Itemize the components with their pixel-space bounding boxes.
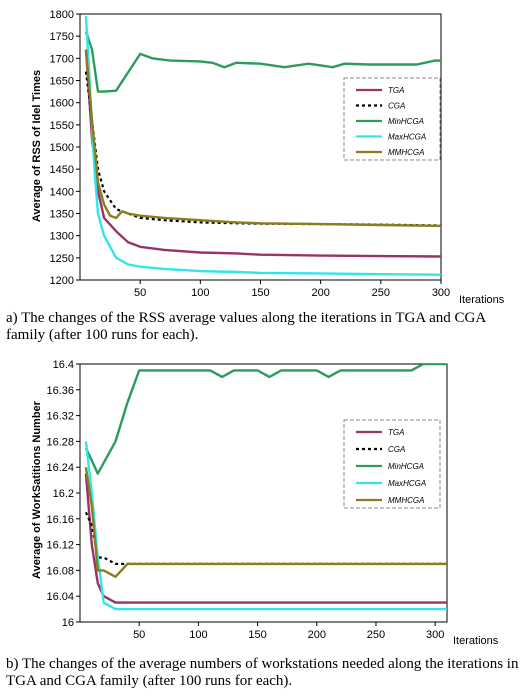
legend-label: CGA bbox=[388, 445, 405, 454]
legend-label: MinHCGA bbox=[388, 117, 424, 126]
plot-area: 1200 1250 1300 1350 1400 1450 1500 1550 1600 1650… bbox=[50, 9, 451, 299]
y-tick-label: 1400 bbox=[50, 186, 74, 198]
legend-label: MMHCGA bbox=[388, 148, 424, 157]
caption-chart-b: b) The changes of the average numbers of… bbox=[6, 656, 519, 689]
legend: TGA CGA MinHCGA MaxHCGA MMHCGA bbox=[343, 77, 441, 161]
y-tick-label: 1550 bbox=[50, 120, 74, 132]
x-tick-label: 150 bbox=[248, 629, 266, 641]
chart-workstations-number: 16 16.04 16.08 16.12 16.16 16.2 16.24 16.28 16.3… bbox=[31, 359, 499, 647]
y-tick-label: 1300 bbox=[50, 231, 74, 243]
y-axis-label: Average of RSS of Idel Times bbox=[31, 70, 43, 222]
y-tick-label: 16.08 bbox=[46, 565, 74, 577]
y-tick-label: 16.32 bbox=[46, 411, 74, 423]
legend-box bbox=[343, 77, 441, 161]
y-tick-label: 16.36 bbox=[46, 385, 74, 397]
series-line-cga bbox=[84, 71, 441, 227]
x-tick-label: 50 bbox=[134, 287, 146, 299]
x-axis-label: Iterations bbox=[453, 635, 499, 647]
y-tick-label: 1800 bbox=[50, 9, 74, 21]
y-tick-label: 16.16 bbox=[46, 514, 74, 526]
x-axis-label: Iterations bbox=[459, 294, 505, 306]
y-tick-label: 16.28 bbox=[46, 436, 74, 448]
x-tick-label: 250 bbox=[372, 287, 390, 299]
x-tick-label: 100 bbox=[189, 629, 207, 641]
series-line-cga bbox=[84, 511, 447, 565]
y-tick-label: 16.2 bbox=[53, 488, 74, 500]
y-tick-label: 1650 bbox=[50, 76, 74, 88]
x-tick-label: 300 bbox=[426, 629, 444, 641]
y-tick-label: 1500 bbox=[50, 142, 74, 154]
legend: TGA CGA MinHCGA MaxHCGA MMHCGA bbox=[343, 419, 441, 509]
series-line-maxhcga bbox=[84, 16, 441, 276]
chart-rss-idle-times: 1200 1250 1300 1350 1400 1450 1500 1550 1600 1650… bbox=[31, 9, 505, 306]
y-axis-label: Average of WorkSatitions Number bbox=[31, 400, 43, 579]
y-tick-label: 1450 bbox=[50, 164, 74, 176]
y-tick-label: 16.4 bbox=[53, 359, 74, 371]
series-line-mmhcga bbox=[84, 49, 441, 228]
x-tick-label: 200 bbox=[308, 629, 326, 641]
y-tick-label: 16 bbox=[62, 617, 74, 629]
series-group bbox=[84, 16, 441, 276]
x-tick-label: 250 bbox=[367, 629, 385, 641]
series-line-minhcga bbox=[84, 31, 441, 93]
series-line-mmhcga bbox=[84, 467, 447, 579]
legend-box bbox=[343, 419, 441, 509]
legend-label: CGA bbox=[388, 102, 405, 111]
y-tick-label: 1250 bbox=[50, 253, 74, 265]
x-tick-label: 50 bbox=[133, 629, 145, 641]
legend-label: MMHCGA bbox=[388, 496, 424, 505]
y-tick-label: 16.04 bbox=[46, 591, 74, 603]
legend-label: TGA bbox=[388, 428, 404, 437]
caption-chart-a: a) The changes of the RSS average values… bbox=[6, 310, 486, 343]
legend-label: MinHCGA bbox=[388, 462, 424, 471]
x-tick-label: 100 bbox=[191, 287, 209, 299]
series-line-minhcga bbox=[84, 364, 447, 475]
series-group bbox=[84, 364, 447, 611]
legend-label: MaxHCGA bbox=[388, 479, 426, 488]
y-tick-label: 1600 bbox=[50, 98, 74, 110]
y-tick-label: 1350 bbox=[50, 209, 74, 221]
y-tick-label: 1200 bbox=[50, 275, 74, 287]
x-tick-label: 200 bbox=[311, 287, 329, 299]
y-tick-label: 1700 bbox=[50, 53, 74, 65]
series-line-tga bbox=[84, 473, 447, 604]
y-tick-label: 16.12 bbox=[46, 540, 74, 552]
series-line-tga bbox=[84, 49, 441, 258]
legend-label: TGA bbox=[388, 86, 404, 95]
x-tick-label: 300 bbox=[432, 287, 450, 299]
legend-label: MaxHCGA bbox=[388, 133, 426, 142]
y-tick-label: 16.24 bbox=[46, 462, 74, 474]
y-tick-label: 1750 bbox=[50, 31, 74, 43]
plot-area: 16 16.04 16.08 16.12 16.16 16.2 16.24 16.28 16.3… bbox=[46, 359, 448, 641]
x-tick-label: 150 bbox=[251, 287, 269, 299]
